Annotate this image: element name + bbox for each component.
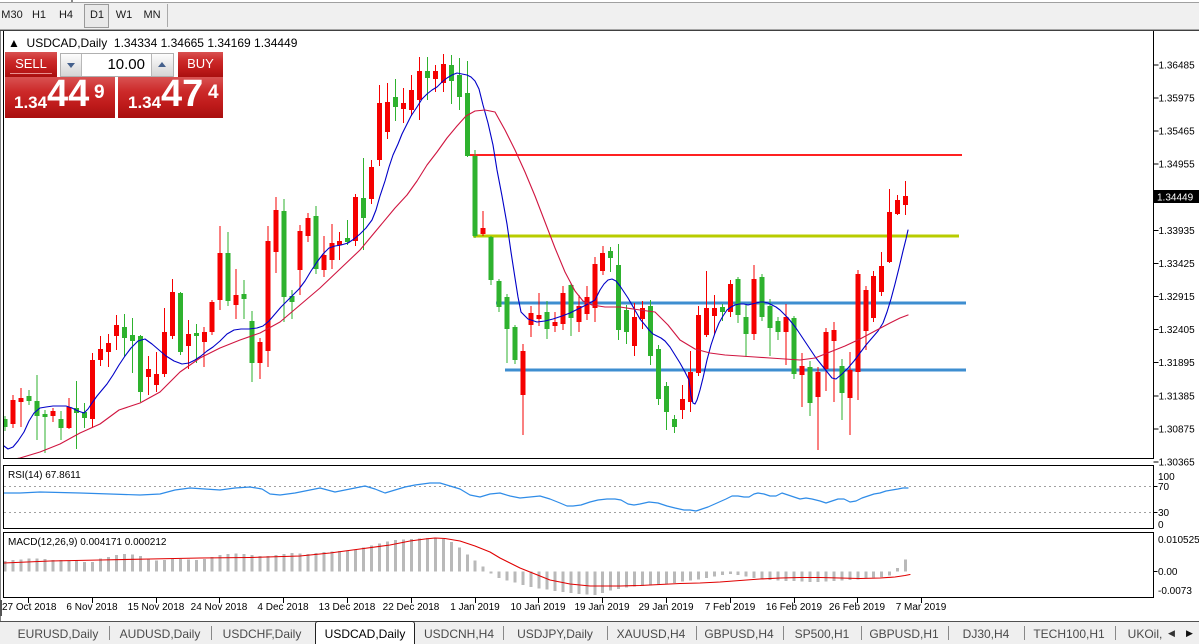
svg-text:6 Nov 2018: 6 Nov 2018 (66, 602, 118, 613)
svg-text:1.35465: 1.35465 (1159, 127, 1196, 138)
svg-text:1.31385: 1.31385 (1159, 391, 1196, 402)
svg-text:0.00: 0.00 (1158, 567, 1178, 578)
svg-text:29 Jan 2019: 29 Jan 2019 (638, 602, 693, 613)
svg-text:19 Jan 2019: 19 Jan 2019 (574, 602, 629, 613)
svg-text:-0.0073: -0.0073 (1158, 586, 1192, 597)
svg-text:RSI(14) 67.8611: RSI(14) 67.8611 (8, 470, 81, 481)
svg-text:4 Dec 2018: 4 Dec 2018 (257, 602, 309, 613)
svg-text:7 Mar 2019: 7 Mar 2019 (896, 602, 947, 613)
svg-text:22 Dec 2018: 22 Dec 2018 (383, 602, 440, 613)
svg-text:30: 30 (1158, 508, 1170, 519)
svg-text:1 Jan 2019: 1 Jan 2019 (450, 602, 500, 613)
svg-text:26 Feb 2019: 26 Feb 2019 (829, 602, 886, 613)
svg-text:1.32405: 1.32405 (1159, 325, 1196, 336)
svg-text:27 Oct 2018: 27 Oct 2018 (2, 602, 57, 613)
svg-text:1.30365: 1.30365 (1159, 458, 1196, 469)
svg-text:0: 0 (1158, 520, 1164, 531)
svg-text:100: 100 (1158, 472, 1175, 483)
svg-text:1.32915: 1.32915 (1159, 292, 1196, 303)
svg-text:1.30875: 1.30875 (1159, 424, 1196, 435)
svg-text:1.31895: 1.31895 (1159, 358, 1196, 369)
svg-text:1.33425: 1.33425 (1159, 259, 1196, 270)
svg-text:7 Feb 2019: 7 Feb 2019 (705, 602, 756, 613)
svg-text:13 Dec 2018: 13 Dec 2018 (319, 602, 376, 613)
svg-text:1.34955: 1.34955 (1159, 160, 1196, 171)
svg-text:1.33935: 1.33935 (1159, 226, 1196, 237)
svg-text:MACD(12,26,9) 0.004171 0.00021: MACD(12,26,9) 0.004171 0.000212 (8, 537, 167, 548)
svg-text:16 Feb 2019: 16 Feb 2019 (766, 602, 823, 613)
svg-text:1.34449: 1.34449 (1157, 193, 1194, 204)
svg-text:15 Nov 2018: 15 Nov 2018 (128, 602, 185, 613)
svg-text:24 Nov 2018: 24 Nov 2018 (191, 602, 248, 613)
svg-text:1.36485: 1.36485 (1159, 61, 1196, 72)
svg-text:10 Jan 2019: 10 Jan 2019 (510, 602, 565, 613)
svg-text:0.010525: 0.010525 (1158, 535, 1199, 546)
svg-text:70: 70 (1158, 482, 1170, 493)
svg-text:1.35975: 1.35975 (1159, 94, 1196, 105)
